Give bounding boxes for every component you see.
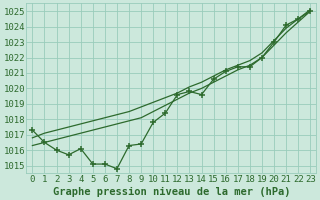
X-axis label: Graphe pression niveau de la mer (hPa): Graphe pression niveau de la mer (hPa) bbox=[52, 186, 290, 197]
